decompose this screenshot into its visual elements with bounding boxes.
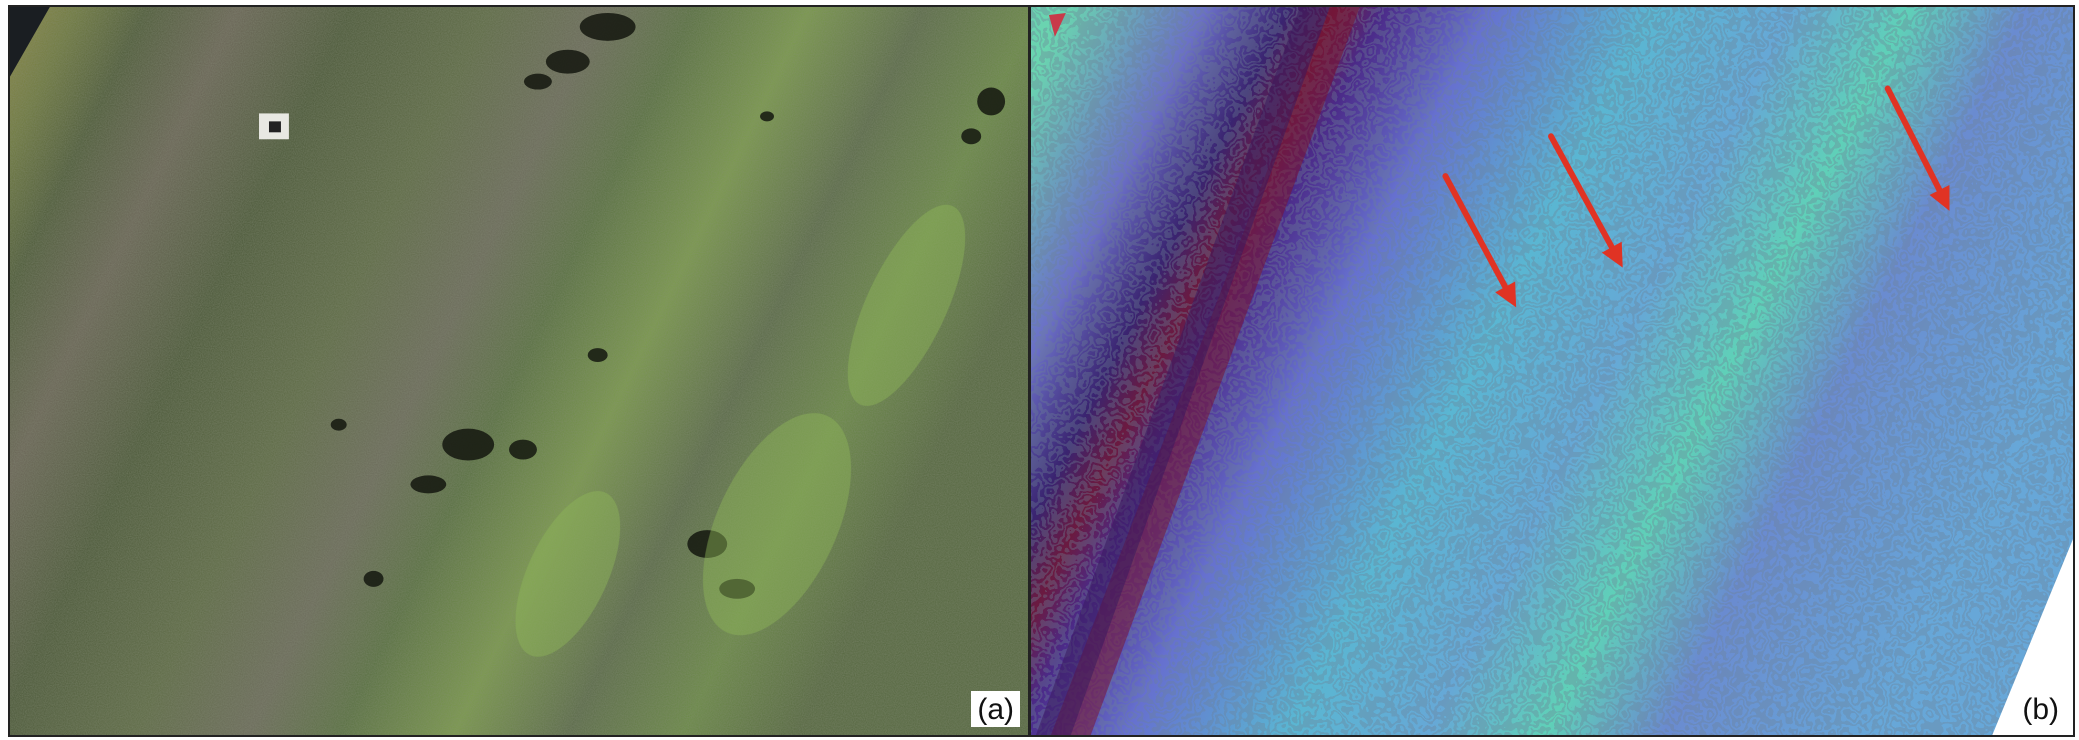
orthomosaic-image <box>10 7 1028 735</box>
arrow-3 <box>1884 85 1950 211</box>
panel-label-a: (a) <box>971 691 1020 727</box>
elevation-map-image <box>1031 7 2073 735</box>
annotation-arrows <box>1442 85 1950 308</box>
dark-patches <box>330 12 1006 599</box>
arrow-1 <box>1442 173 1517 308</box>
panel-label-b: (b) <box>2016 691 2065 727</box>
arrow-2 <box>1548 133 1623 268</box>
orthomosaic-panel: (a) <box>8 5 1030 737</box>
elevation-map-panel: (b) <box>1029 5 2075 737</box>
